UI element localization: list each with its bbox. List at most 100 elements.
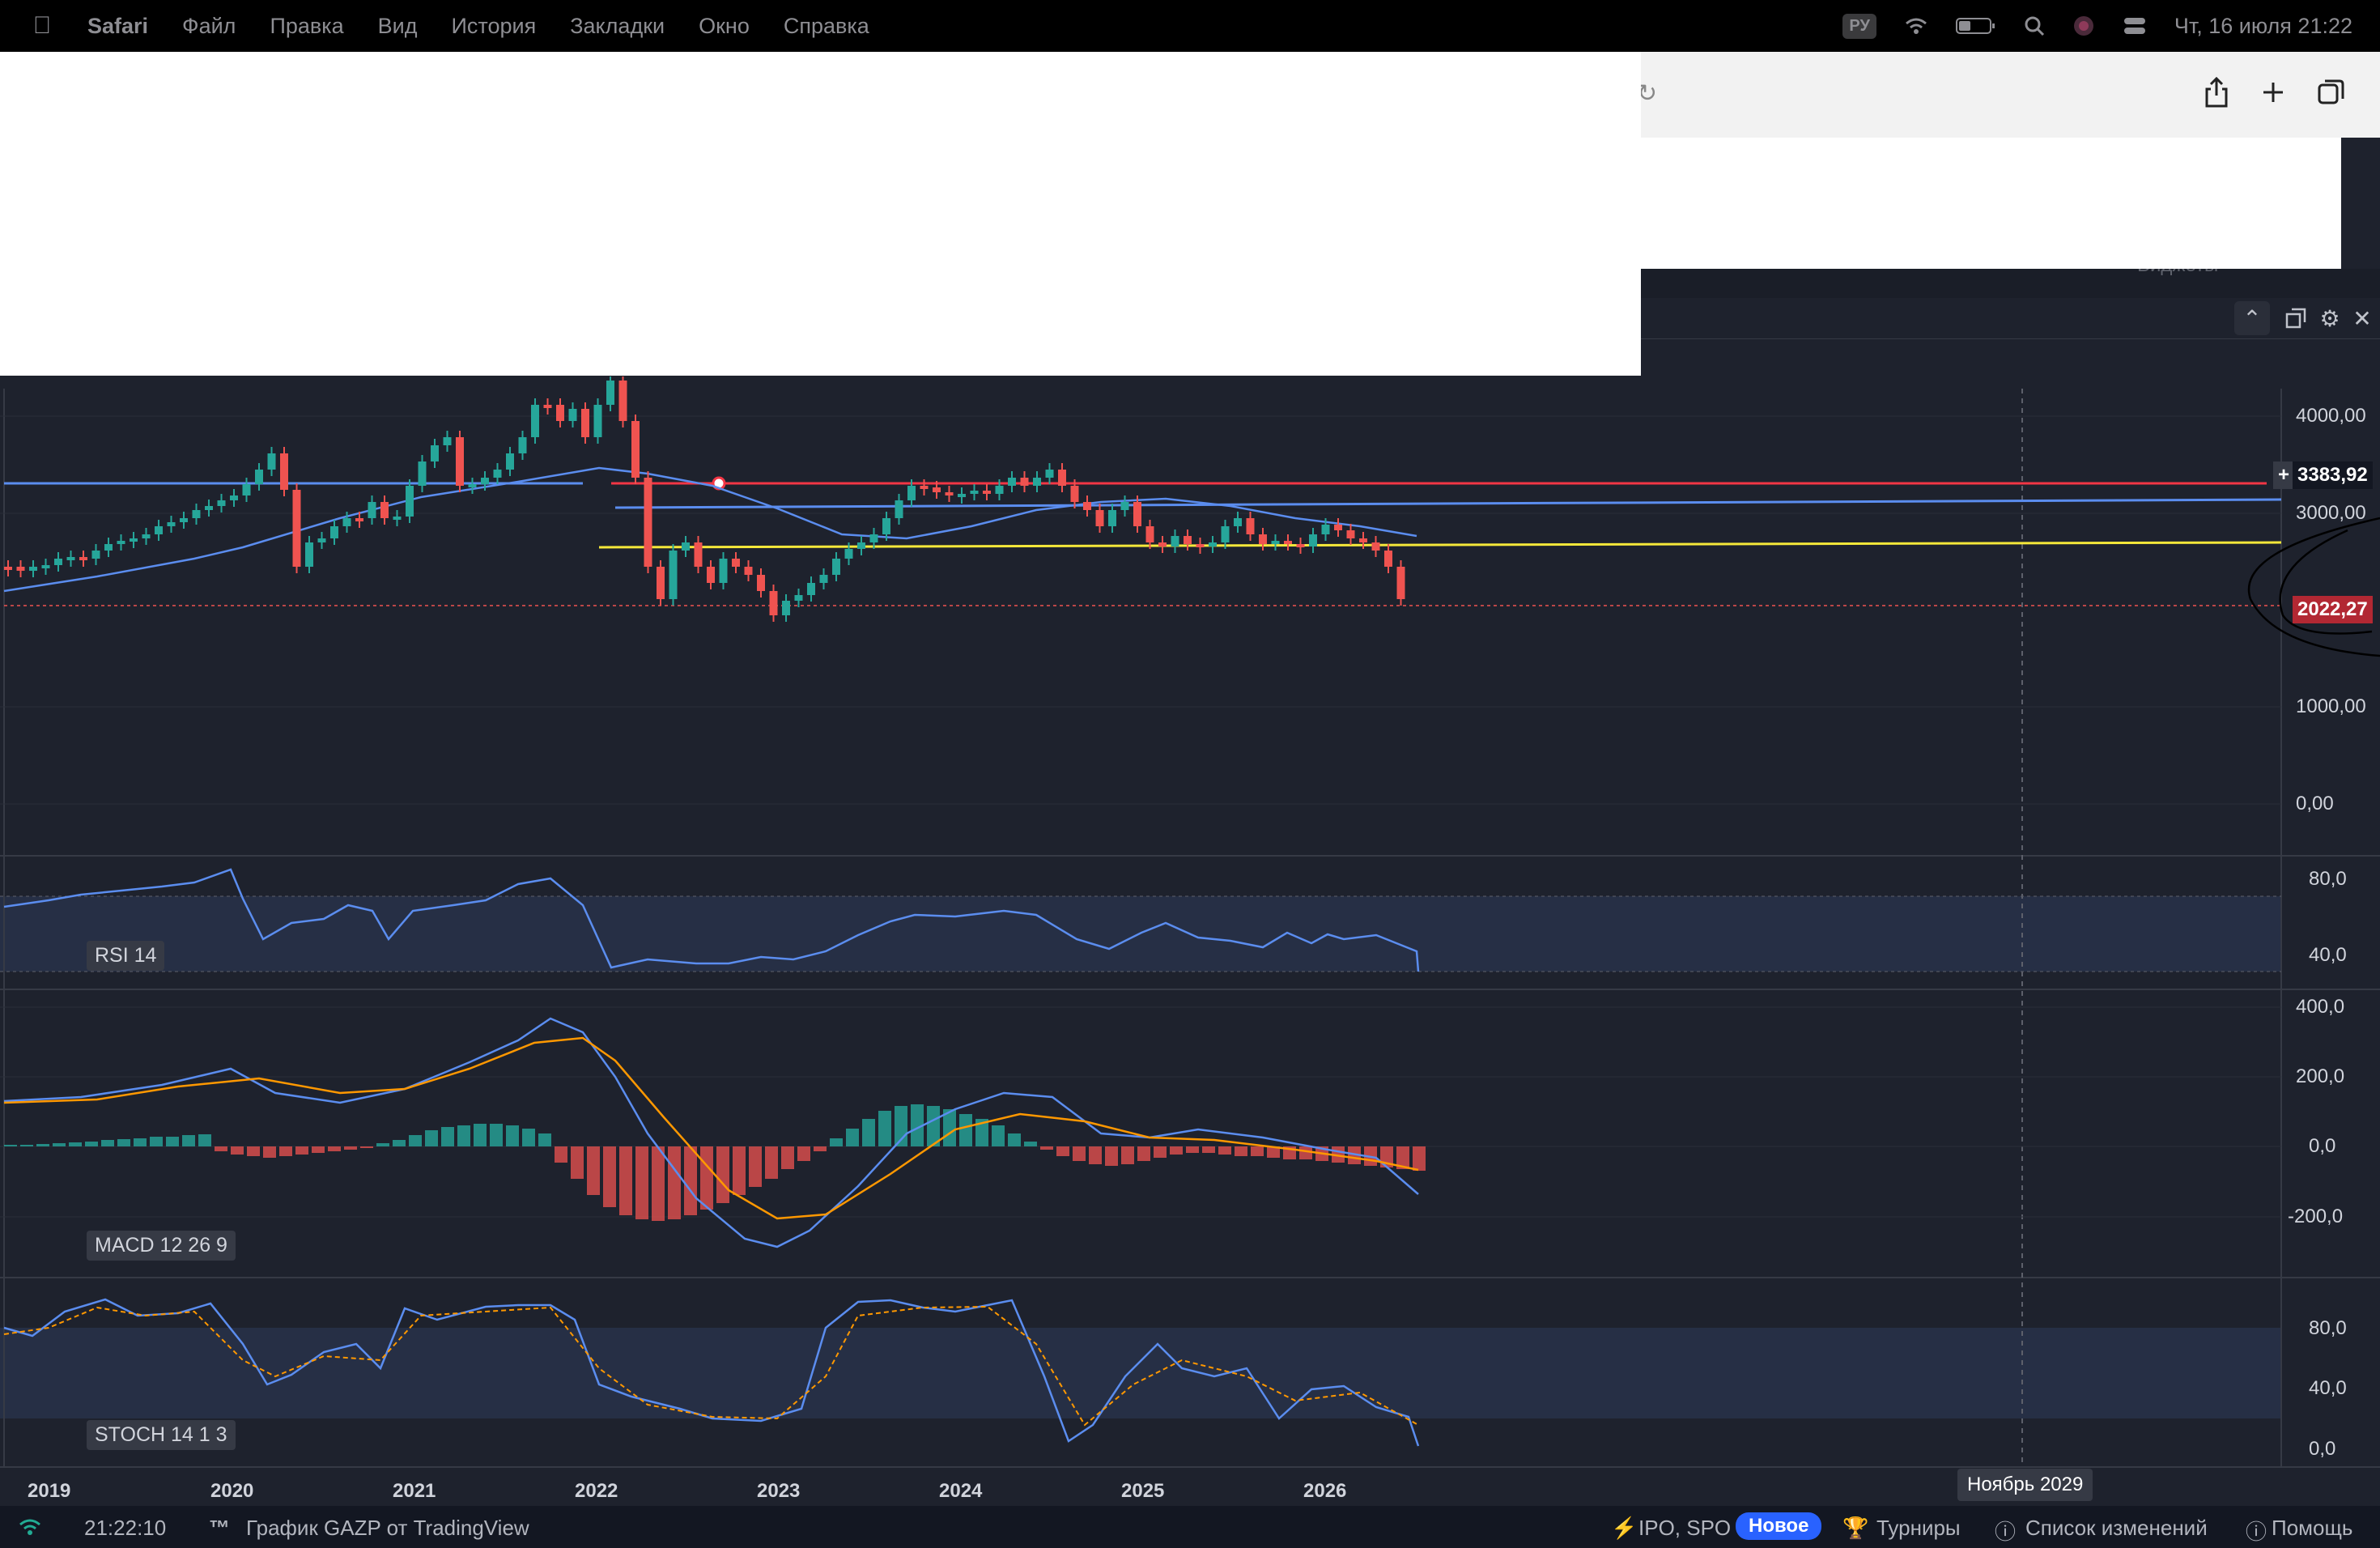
menu-bookmarks[interactable]: Закладки — [570, 13, 665, 38]
year-label: 2024 — [939, 1480, 983, 1502]
macd-histogram-bar — [846, 1129, 859, 1146]
candle-body — [280, 453, 288, 490]
macd-histogram-bar — [1008, 1133, 1021, 1146]
menu-help[interactable]: Справка — [783, 13, 869, 38]
menu-history[interactable]: История — [451, 13, 537, 38]
macd-histogram-bar — [975, 1119, 988, 1146]
apple-icon[interactable]:  — [21, 0, 63, 52]
macd-histogram-bar — [862, 1119, 875, 1146]
tournaments-link[interactable]: Турниры — [1876, 1516, 1961, 1540]
share-icon[interactable] — [2199, 74, 2234, 110]
popout-icon[interactable] — [2278, 301, 2314, 335]
macd-histogram-bar — [878, 1111, 891, 1146]
macd-histogram-bar — [474, 1124, 487, 1146]
chart-svg[interactable] — [0, 376, 2380, 1506]
macd-histogram-bar — [376, 1143, 389, 1146]
candle-body — [355, 518, 363, 521]
menu-edit[interactable]: Правка — [270, 13, 344, 38]
macd-histogram-bar — [166, 1137, 179, 1146]
menu-file[interactable]: Файл — [182, 13, 236, 38]
macd-histogram-bar — [1186, 1146, 1199, 1153]
candle-body — [958, 494, 966, 497]
macd-histogram-bar — [344, 1146, 357, 1150]
chart-title-link[interactable]: График GAZP от TradingView — [246, 1516, 529, 1540]
candle-body — [292, 490, 301, 567]
macd-histogram-bar — [117, 1139, 130, 1146]
gear-icon[interactable]: ⚙ — [2319, 305, 2340, 331]
candle-body — [581, 409, 589, 437]
macd-histogram-bar — [797, 1146, 810, 1161]
macd-histogram-bar — [1121, 1146, 1134, 1164]
close-icon[interactable]: ✕ — [2352, 305, 2372, 331]
search-icon[interactable] — [2024, 15, 2045, 36]
candle-body — [1196, 544, 1205, 547]
keyboard-layout-indicator[interactable]: РУ — [1842, 13, 1876, 39]
candle-body — [895, 500, 903, 518]
candle-body — [1346, 530, 1355, 538]
candle-body — [1058, 470, 1066, 486]
menu-window[interactable]: Окно — [699, 13, 750, 38]
menu-app-name[interactable]: Safari — [87, 13, 149, 38]
help-link[interactable]: Помощь — [2272, 1516, 2353, 1540]
macd-histogram-bar — [1218, 1146, 1231, 1155]
new-badge[interactable]: Новое — [1736, 1512, 1822, 1540]
changelog-link[interactable]: Список изменений — [2025, 1516, 2208, 1540]
candle-body — [782, 601, 790, 615]
macd-histogram-bar — [231, 1146, 244, 1155]
macd-histogram-bar — [700, 1146, 713, 1210]
macd-histogram-bar — [927, 1106, 940, 1146]
rsi-axis-label: 40,0 — [2309, 944, 2347, 966]
control-center-icon[interactable] — [2123, 15, 2147, 36]
candle-body — [983, 491, 991, 494]
candle-body — [1184, 536, 1192, 544]
candle-body — [1095, 510, 1104, 526]
candle-body — [1045, 470, 1054, 478]
candle-body — [606, 381, 614, 405]
siri-icon[interactable] — [2072, 15, 2095, 37]
chevron-up-icon[interactable]: ⌃ — [2234, 301, 2270, 335]
menu-view[interactable]: Вид — [377, 13, 418, 38]
candle-body — [1008, 478, 1016, 486]
menubar-clock[interactable]: Чт, 16 июля 21:22 — [2174, 13, 2352, 38]
macos-menubar:  Safari Файл Правка Вид История Закладк… — [0, 0, 2380, 52]
candle-body — [593, 405, 602, 437]
macd-label[interactable]: MACD 12 26 9 — [87, 1231, 236, 1261]
candle-body — [1246, 518, 1255, 534]
stoch-label[interactable]: STOCH 14 1 3 — [87, 1420, 236, 1450]
candle-body — [757, 575, 765, 591]
candle-body — [217, 500, 226, 506]
year-label: 2026 — [1303, 1480, 1347, 1502]
candle-body — [1271, 541, 1280, 544]
candle-body — [91, 551, 100, 559]
macd-axis-label: 200,0 — [2296, 1065, 2345, 1087]
candle-body — [1359, 538, 1367, 542]
macd-axis-label: 400,0 — [2296, 996, 2345, 1018]
macd-histogram-bar — [619, 1146, 632, 1215]
redacted-area — [1641, 138, 2341, 269]
macd-histogram-bar — [1024, 1142, 1037, 1146]
macd-histogram-bar — [830, 1138, 843, 1146]
rsi-label[interactable]: RSI 14 — [87, 941, 165, 971]
candle-body — [380, 502, 389, 518]
candle-body — [882, 518, 890, 534]
candle-body — [431, 445, 439, 461]
macd-histogram-bar — [992, 1125, 1005, 1146]
candle-body — [832, 559, 840, 575]
tabs-icon[interactable] — [2314, 74, 2349, 110]
macd-histogram-bar — [295, 1146, 308, 1155]
plus-icon[interactable] — [2255, 74, 2291, 110]
year-label: 2020 — [210, 1480, 254, 1502]
crosshair-plus-icon[interactable]: + — [2273, 461, 2295, 489]
candle-body — [205, 506, 213, 510]
macd-histogram-bar — [393, 1140, 406, 1146]
ipo-link[interactable]: IPO, SPO — [1638, 1516, 1732, 1540]
macd-histogram-bar — [150, 1137, 163, 1146]
candle-body — [130, 538, 138, 542]
candle-body — [255, 470, 263, 484]
macd-histogram-bar — [215, 1146, 227, 1151]
candle-body — [744, 567, 753, 575]
stoch-axis-label: 0,0 — [2309, 1438, 2336, 1460]
wifi-icon[interactable] — [1904, 16, 1928, 36]
macd-histogram-bar — [1348, 1146, 1361, 1164]
battery-icon[interactable] — [1955, 17, 1996, 35]
